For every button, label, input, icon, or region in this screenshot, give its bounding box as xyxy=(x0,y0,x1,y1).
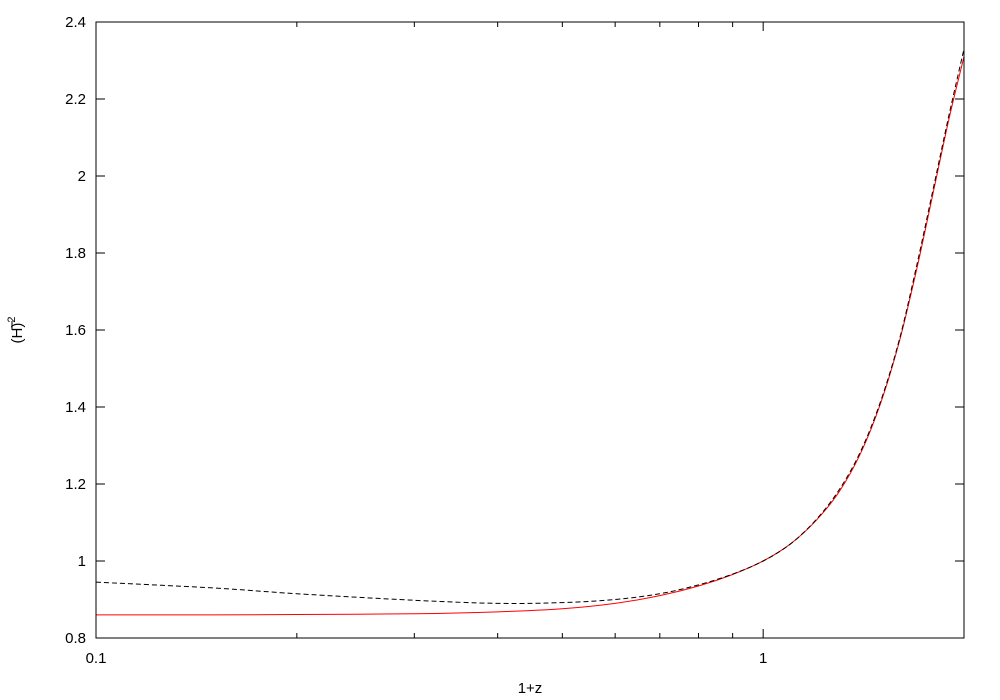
y-tick-label: 1.2 xyxy=(65,476,86,493)
y-axis-label-base: (H) xyxy=(9,323,26,344)
series-group xyxy=(95,48,965,616)
tick-label-group: 0.8 1 1.2 1.4 1.6 1.8 2 2.2 2.4 0.1 1 xyxy=(65,14,767,667)
plot-frame xyxy=(95,21,965,639)
y-tick-label: 1.8 xyxy=(65,245,86,262)
x-tick-label: 1 xyxy=(759,650,767,667)
tick-group xyxy=(95,21,965,639)
y-tick-label: 2 xyxy=(78,168,86,185)
y-axis-label-superscript: 2 xyxy=(6,317,18,323)
y-tick-label: 0.8 xyxy=(65,630,86,647)
y-tick-label: 2.4 xyxy=(65,14,86,31)
series-line-solid-red xyxy=(95,56,965,616)
y-tick-label: 2.2 xyxy=(65,91,86,108)
y-tick-label: 1.4 xyxy=(65,399,86,416)
x-axis-label: 1+z xyxy=(518,680,543,697)
y-axis-label: (H)2 xyxy=(6,317,26,344)
y-tick-label: 1.6 xyxy=(65,322,86,339)
x-tick-label: 0.1 xyxy=(86,650,107,667)
series-line-dashed-black xyxy=(95,48,965,604)
y-tick-label: 1 xyxy=(78,553,86,570)
